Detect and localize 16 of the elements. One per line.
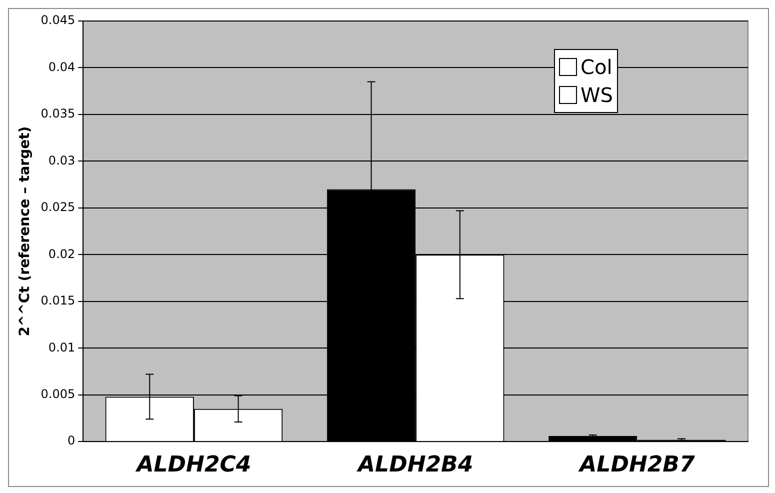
- legend-label: Col: [580, 54, 612, 81]
- y-tick-label: 0.035: [40, 106, 76, 121]
- y-tick-label: 0.02: [48, 246, 76, 261]
- y-tick-label: 0: [68, 434, 76, 448]
- y-tick-label: 0.005: [40, 386, 76, 401]
- y-tick-label: 0.045: [40, 13, 76, 28]
- legend-label: WS: [580, 82, 613, 109]
- x-tick-label: ALDH2B7: [578, 452, 696, 478]
- x-tick-label: ALDH2C4: [134, 452, 252, 478]
- y-tick-label: 0.025: [40, 200, 76, 214]
- y-tick-label: 0.015: [40, 294, 76, 308]
- y-tick-label: 0.01: [48, 340, 76, 354]
- y-tick-label: 0.03: [48, 153, 76, 168]
- y-axis-title: 2^^Ct (reference – target): [17, 126, 34, 336]
- y-tick-label: 0.04: [48, 60, 76, 74]
- x-tick-label: ALDH2B4: [356, 452, 474, 478]
